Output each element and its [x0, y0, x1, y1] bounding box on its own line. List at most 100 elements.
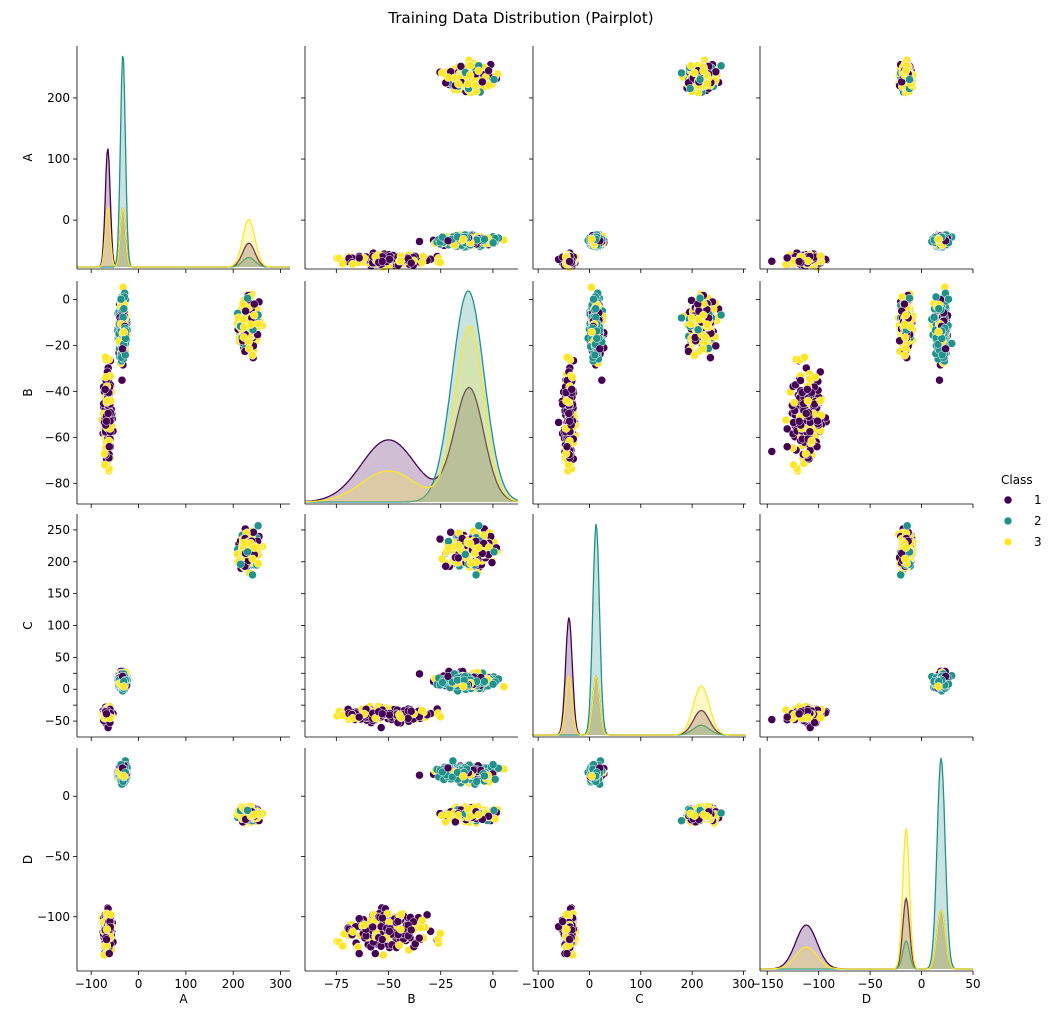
point-A-vs-C-933 [703, 80, 711, 88]
point-A-vs-B-824 [418, 258, 426, 266]
y-tick-label-B-4: 0 [62, 292, 70, 306]
point-B-vs-C-840 [555, 418, 563, 426]
point-B-vs-C-864 [702, 333, 710, 341]
point-B-vs-A-954 [249, 351, 257, 359]
point-A-vs-B-929 [471, 81, 479, 89]
point-A-vs-C-959 [588, 235, 596, 243]
y-tick-label-A-1: 100 [47, 152, 70, 166]
point-A-vs-D-959 [935, 235, 943, 243]
point-B-vs-A-824 [102, 373, 110, 381]
point-A-vs-B-957 [378, 258, 386, 266]
point-A-vs-B-855 [436, 259, 444, 267]
point-B-vs-C-841 [699, 345, 707, 353]
point-B-vs-C-946 [596, 345, 604, 353]
point-B-vs-C-943 [563, 397, 571, 405]
point-B-vs-C-958 [699, 311, 707, 319]
y-tick-label-B-3: −20 [45, 338, 70, 352]
point-B-vs-C-855 [563, 353, 571, 361]
point-A-vs-B-950 [481, 235, 489, 243]
panel-A-vs-A: 0 100 200 [47, 46, 290, 273]
point-B-vs-C-795 [564, 461, 572, 469]
point-B-vs-A-959 [120, 328, 128, 336]
point-B-vs-A-855 [102, 353, 110, 361]
point-B-vs-A-958 [250, 311, 258, 319]
point-B-vs-A-927 [104, 409, 112, 417]
point-B-vs-A-921 [250, 300, 258, 308]
point-B-vs-A-922 [100, 450, 108, 458]
y-tick-label-A-0: 0 [62, 213, 70, 227]
point-B-vs-A-929 [239, 315, 247, 323]
panel-B-vs-D [756, 281, 973, 508]
point-B-vs-C-922 [562, 450, 570, 458]
y-tick-label-B-1: −60 [45, 430, 70, 444]
point-A-vs-B-958 [475, 67, 483, 75]
point-A-vs-D-955 [906, 76, 914, 84]
point-B-vs-C-937 [568, 385, 576, 393]
point-A-vs-B-946 [444, 237, 452, 245]
point-A-vs-C-899 [717, 62, 725, 70]
point-B-vs-C-735 [712, 342, 720, 350]
point-A-vs-B-925 [467, 62, 475, 70]
point-B-vs-C-899 [717, 311, 725, 319]
point-A-vs-D-957 [795, 258, 803, 266]
point-A-vs-B-953 [466, 71, 474, 79]
point-B-vs-C-957 [566, 417, 574, 425]
point-B-vs-C-511 [706, 354, 714, 362]
point-B-vs-A-795 [101, 461, 109, 469]
point-B-vs-A-955 [244, 294, 252, 302]
point-B-vs-C-51 [588, 283, 596, 291]
point-A-vs-B-681 [416, 238, 424, 246]
point-B-vs-C-945 [593, 334, 601, 342]
point-A-vs-D-940 [817, 252, 825, 260]
point-A-vs-B-937 [407, 259, 415, 267]
point-B-vs-C-955 [696, 294, 704, 302]
point-B-vs-A-925 [254, 320, 262, 328]
point-B-vs-C-959 [588, 328, 596, 336]
point-B-vs-C-953 [703, 321, 711, 329]
point-B-vs-C-954 [691, 351, 699, 359]
point-B-vs-A-864 [240, 333, 248, 341]
point-A-vs-B-795 [339, 260, 347, 268]
point-A-vs-D-690 [768, 257, 776, 265]
point-A-vs-B-927 [385, 255, 393, 263]
point-A-vs-C-752 [678, 69, 686, 77]
chart-title: Training Data Distribution (Pairplot) [387, 9, 653, 27]
panel-A-vs-C [529, 46, 746, 273]
point-A-vs-C-958 [699, 67, 707, 75]
y-tick-label-B-2: −40 [45, 384, 70, 398]
point-B-vs-C-824 [568, 373, 576, 381]
point-A-vs-B-943 [397, 257, 405, 265]
point-B-vs-A-953 [247, 321, 255, 329]
point-A-vs-C-955 [696, 76, 704, 84]
point-B-vs-A-916 [117, 295, 125, 303]
point-B-vs-C-752 [678, 314, 686, 322]
point-B-vs-A-937 [101, 385, 109, 393]
point-B-vs-C-927 [565, 409, 573, 417]
point-B-vs-C-681 [598, 376, 606, 384]
point-A-vs-B-922 [349, 260, 357, 268]
point-A-vs-C-954 [691, 69, 699, 77]
point-A-vs-C-917 [686, 85, 694, 93]
panel-B-vs-A: −80−60−40−200 [45, 281, 290, 508]
point-B-vs-A-943 [103, 397, 111, 405]
y-tick-label-A-2: 200 [47, 91, 70, 105]
point-A-vs-B-951 [478, 78, 486, 86]
point-B-vs-A-957 [103, 417, 111, 425]
point-A-vs-D-947 [783, 254, 791, 262]
point-A-vs-B-954 [438, 69, 446, 77]
panel-B-vs-B [305, 281, 518, 508]
point-B-vs-C-950 [592, 305, 600, 313]
point-B-vs-A-947 [105, 443, 113, 451]
point-A-vs-B-955 [490, 76, 498, 84]
point-B-vs-A-951 [242, 307, 250, 315]
point-B-vs-C-947 [563, 443, 571, 451]
point-B-vs-C-916 [590, 295, 598, 303]
point-A-vs-B-916 [489, 239, 497, 247]
point-B-vs-A-681 [118, 376, 126, 384]
panel-A-vs-D [756, 46, 973, 273]
panel-B-vs-C [529, 281, 746, 508]
point-A-vs-C-925 [687, 62, 695, 70]
point-B-vs-C-925 [687, 320, 695, 328]
point-A-vs-B-959 [459, 235, 467, 243]
